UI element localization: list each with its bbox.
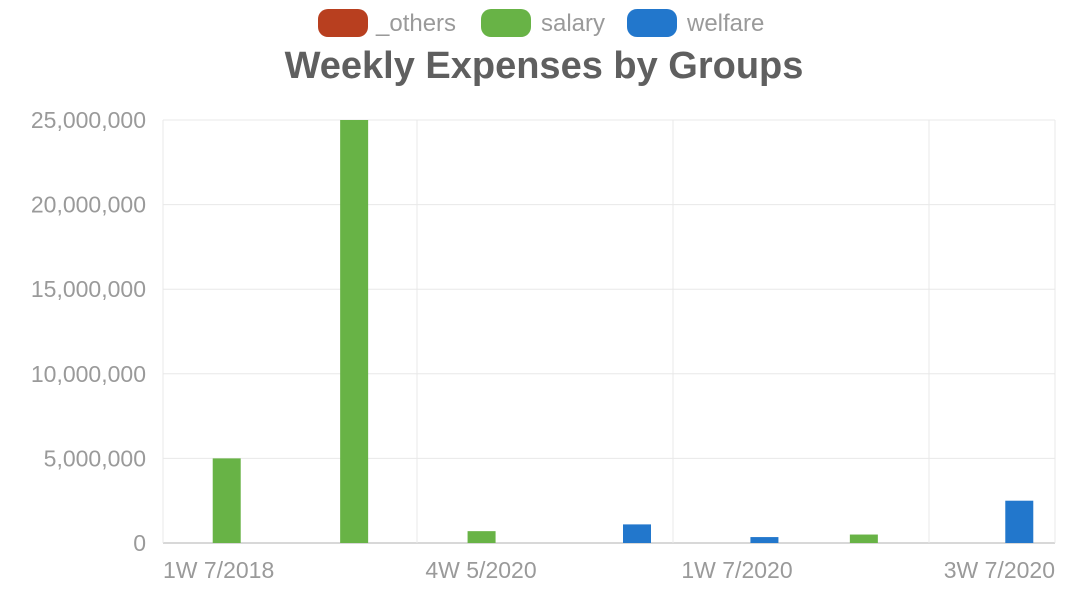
y-tick-label: 20,000,000 — [31, 192, 146, 218]
y-tick-label: 0 — [133, 530, 146, 556]
y-axis: 0 5,000,000 10,000,000 15,000,000 20,000,000… — [31, 107, 146, 556]
y-tick-label: 10,000,000 — [31, 361, 146, 387]
legend-label[interactable]: _others — [375, 10, 456, 37]
bar-salary[interactable] — [212, 458, 241, 543]
legend-label[interactable]: salary — [541, 10, 605, 37]
bar-welfare[interactable] — [623, 524, 651, 543]
bar-welfare[interactable] — [1005, 500, 1034, 543]
x-tick-label: 4W 5/2020 — [425, 557, 536, 583]
y-tick-label: 5,000,000 — [44, 445, 146, 471]
x-tick-label: 1W 7/2018 — [163, 557, 274, 583]
bar-salary[interactable] — [849, 534, 878, 543]
legend-label[interactable]: welfare — [686, 10, 764, 37]
legend-swatch-others[interactable] — [318, 9, 368, 37]
bars — [212, 120, 1034, 543]
chart-title: Weekly Expenses by Groups — [285, 45, 804, 87]
grid — [162, 119, 1056, 544]
legend: _others salary welfare — [318, 9, 764, 37]
legend-swatch-welfare[interactable] — [627, 9, 677, 37]
bar-salary[interactable] — [467, 531, 496, 543]
bar-welfare[interactable] — [750, 537, 779, 543]
legend-swatch-salary[interactable] — [481, 9, 531, 37]
x-tick-label: 1W 7/2020 — [681, 557, 792, 583]
x-axis: 1W 7/2018 4W 5/2020 1W 7/2020 3W 7/2020 — [163, 557, 1055, 583]
x-tick-label: 3W 7/2020 — [944, 557, 1055, 583]
bar-salary[interactable] — [340, 120, 369, 543]
y-tick-label: 25,000,000 — [31, 107, 146, 133]
y-tick-label: 15,000,000 — [31, 276, 146, 302]
